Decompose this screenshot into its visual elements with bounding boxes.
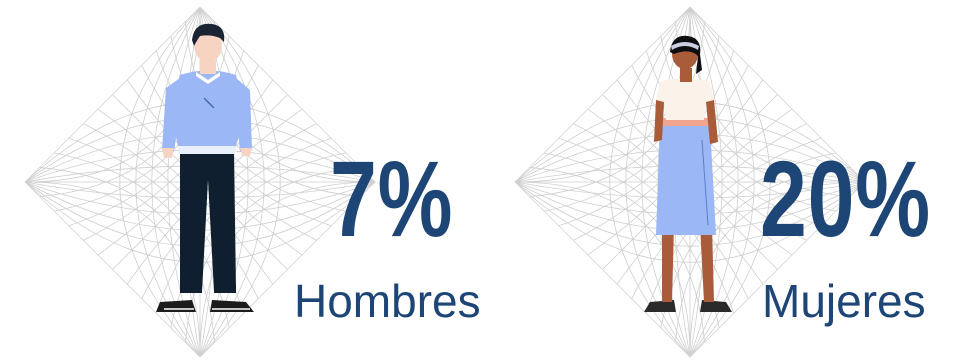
women-stat-panel: 20% Mujeres bbox=[500, 0, 969, 361]
women-label: Mujeres bbox=[762, 275, 926, 327]
man-figure-icon bbox=[156, 23, 254, 312]
men-label: Hombres bbox=[294, 275, 481, 327]
woman-figure-icon bbox=[644, 35, 732, 312]
men-stat-panel: 7% Hombres bbox=[24, 6, 481, 358]
women-percentage: 20% bbox=[760, 138, 931, 259]
men-percentage: 7% bbox=[330, 138, 454, 259]
